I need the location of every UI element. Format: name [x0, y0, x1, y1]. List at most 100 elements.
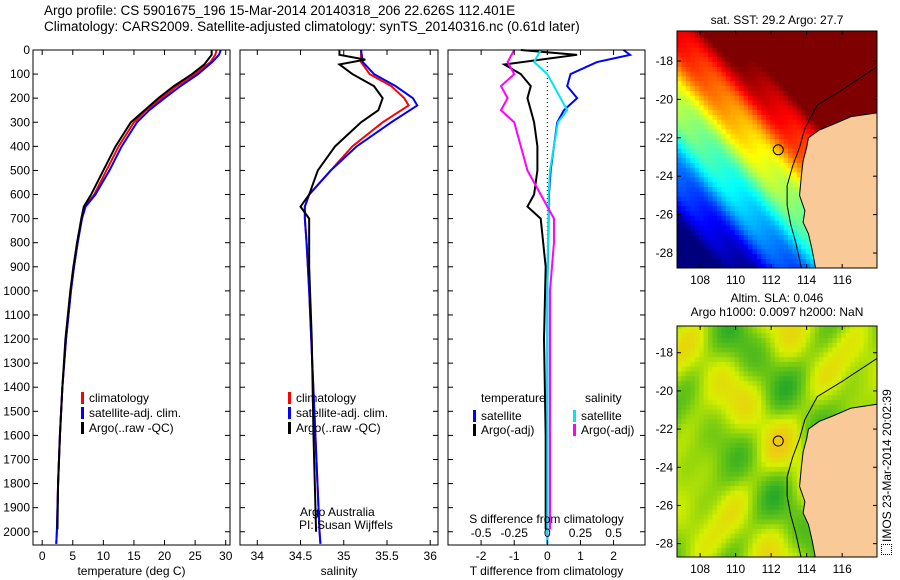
- map-cell: [805, 71, 811, 77]
- map-cell: [850, 361, 856, 367]
- map-cell: [859, 75, 865, 82]
- map-cell: [748, 518, 754, 525]
- map-cell: [748, 42, 754, 48]
- map-cell: [712, 219, 718, 226]
- map-cell: [783, 229, 789, 235]
- map-cell: [770, 409, 776, 415]
- map-cell: [739, 215, 745, 221]
- map-cell: [703, 95, 709, 101]
- map-cell: [752, 243, 758, 250]
- legend-label: Argo(-adj): [581, 423, 634, 437]
- map-cell: [677, 456, 683, 463]
- map-cell: [690, 47, 696, 53]
- map-cell: [796, 195, 802, 202]
- map-cell: [765, 452, 771, 458]
- map-cell: [774, 31, 780, 34]
- map-cell: [792, 547, 798, 553]
- map-cell: [748, 191, 754, 197]
- map-cell: [796, 366, 802, 372]
- map-cell: [734, 133, 740, 139]
- map-cell: [716, 219, 723, 226]
- map-cell: [748, 351, 754, 358]
- map-cell: [761, 42, 767, 48]
- map-cell: [859, 61, 865, 67]
- map-cell: [699, 119, 705, 125]
- map-cell: [725, 466, 731, 472]
- map-cell: [765, 47, 771, 53]
- map-cell: [761, 119, 767, 125]
- map-cell: [801, 258, 807, 264]
- map-cell: [721, 138, 727, 144]
- map-cell: [712, 37, 718, 43]
- map-cell: [690, 394, 696, 401]
- map-cell: [841, 404, 847, 410]
- map-cell: [712, 104, 718, 111]
- map-cell: [810, 356, 816, 362]
- map-cell: [756, 200, 762, 207]
- map-cell: [836, 75, 842, 82]
- map-cell: [703, 37, 709, 43]
- map-cell: [779, 452, 785, 458]
- map-cell: [788, 432, 794, 439]
- map-cell: [730, 552, 736, 557]
- map-cell: [774, 523, 780, 529]
- map-cell: [699, 332, 705, 339]
- map-cell: [801, 229, 807, 235]
- map-cell: [739, 171, 745, 178]
- map-cell: [694, 263, 700, 268]
- map-cell: [690, 224, 696, 231]
- map-cell: [699, 133, 705, 139]
- map-cell: [677, 385, 683, 391]
- map-cell: [690, 243, 696, 250]
- map-cell: [716, 361, 723, 367]
- map-cell: [756, 195, 762, 202]
- map-cell: [770, 66, 776, 72]
- map-cell: [748, 326, 754, 329]
- map-cell: [708, 176, 714, 183]
- map-cell: [756, 75, 762, 82]
- map-cell: [814, 361, 820, 367]
- map-cell: [725, 442, 731, 448]
- map-cell: [716, 90, 723, 96]
- map-cell: [712, 167, 718, 173]
- map-cell: [774, 47, 780, 53]
- map-cell: [765, 99, 771, 106]
- map-cell: [699, 224, 705, 231]
- map-cell: [739, 428, 745, 434]
- map-cell: [748, 215, 754, 221]
- map-cell: [796, 361, 802, 367]
- map-cell: [725, 42, 731, 48]
- map-cell: [694, 490, 700, 496]
- map-cell: [739, 347, 745, 353]
- map-cell: [743, 326, 749, 329]
- map-cell: [765, 195, 771, 202]
- map-cell: [774, 326, 780, 329]
- map-cell: [748, 366, 754, 372]
- map-cell: [792, 409, 798, 415]
- map-cell: [681, 518, 687, 525]
- legend-swatch: [81, 422, 84, 434]
- map-cell: [783, 186, 789, 192]
- map-cell: [681, 332, 687, 339]
- map-cell: [770, 99, 776, 106]
- map-cell: [708, 157, 714, 163]
- map-cell: [748, 263, 754, 268]
- map-cell: [859, 332, 865, 339]
- map-cell: [792, 248, 798, 255]
- map-cell: [788, 394, 794, 401]
- map-cell: [734, 456, 740, 463]
- map-cell: [792, 37, 798, 43]
- map-cell: [801, 147, 807, 154]
- map-cell: [863, 42, 869, 48]
- map-cell: [863, 37, 869, 43]
- map-cell: [743, 389, 749, 396]
- map-cell: [681, 347, 687, 353]
- map-cell: [734, 51, 740, 58]
- map-cell: [725, 243, 731, 250]
- map-cell: [694, 195, 700, 202]
- map-cell: [836, 42, 842, 48]
- map-cell: [792, 514, 798, 520]
- map-cell: [783, 514, 789, 520]
